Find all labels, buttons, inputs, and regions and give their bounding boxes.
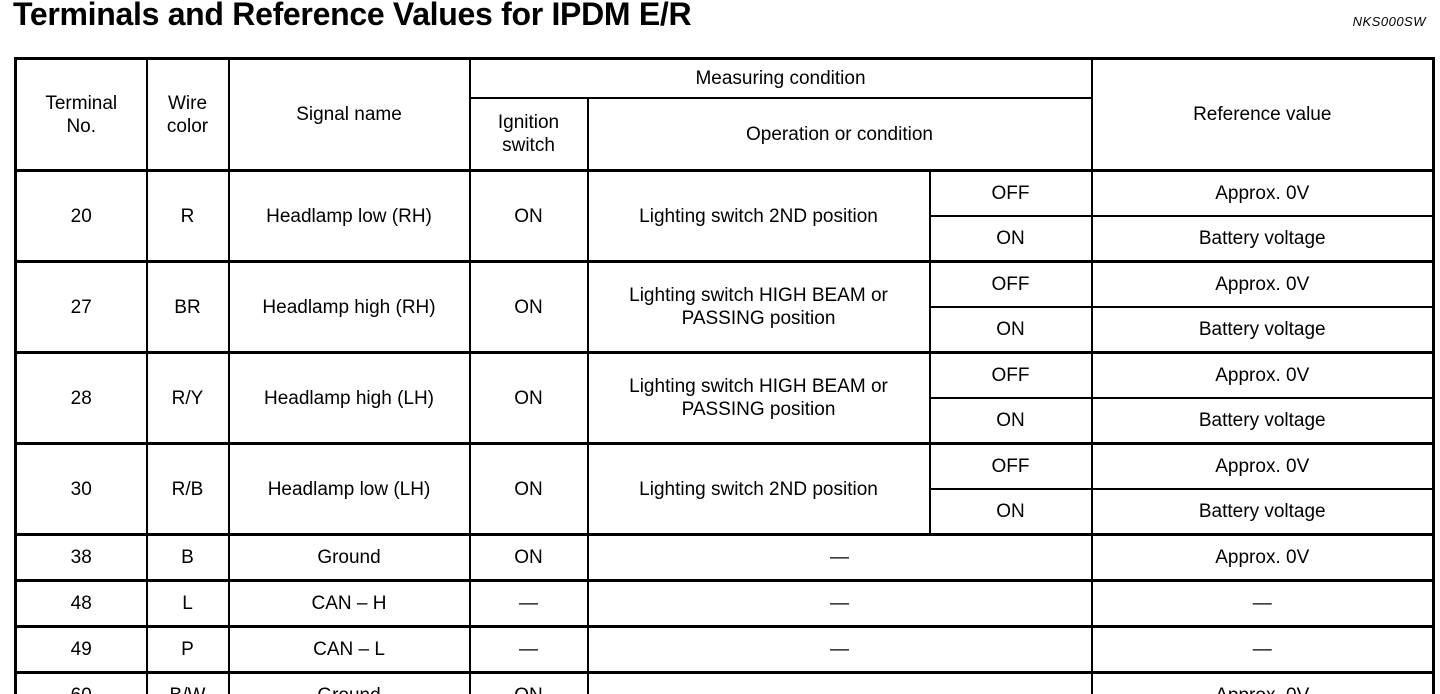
table-row: 38 B Ground ON — Approx. 0V	[14, 533, 1435, 582]
cell-wire-color: BR	[145, 260, 230, 354]
cell-reference-value: Approx. 0V	[1090, 442, 1435, 490]
cell-reference-value: Approx. 0V	[1090, 260, 1435, 308]
cell-signal-name: Headlamp high (RH)	[227, 260, 471, 354]
header-terminal-no: Terminal No.	[14, 57, 148, 172]
cell-switch-state: OFF	[928, 260, 1093, 308]
table-row: 48 L CAN – H — — —	[14, 579, 1435, 628]
cell-wire-color: P	[145, 625, 230, 674]
cell-wire-color: L	[145, 579, 230, 628]
cell-reference-value: Approx. 0V	[1090, 533, 1435, 582]
cell-wire-color: R	[145, 169, 230, 263]
cell-operation: —	[586, 625, 1093, 674]
cell-reference-value: —	[1090, 579, 1435, 628]
cell-reference-value: Battery voltage	[1090, 306, 1435, 354]
table-header-row-2: Ignition switch Operation or condition	[16, 97, 1434, 172]
cell-reference-value: Approx. 0V	[1090, 351, 1435, 399]
page-title: Terminals and Reference Values for IPDM …	[13, 0, 692, 32]
table-row: 27 BR Headlamp high (RH) ON Lighting swi…	[14, 260, 1435, 354]
cell-operation: —	[586, 671, 1093, 694]
cell-terminal-no: 38	[14, 533, 148, 582]
cell-wire-color: B/W	[145, 671, 230, 694]
cell-switch-state: ON	[928, 306, 1093, 354]
cell-terminal-no: 48	[14, 579, 148, 628]
cell-terminal-no: 30	[14, 442, 148, 536]
cell-switch-state: ON	[928, 397, 1093, 445]
table-subrow: ON Battery voltage	[16, 397, 1435, 445]
cell-reference-value: —	[1090, 625, 1435, 674]
cell-operation: Lighting switch HIGH BEAM or PASSING pos…	[586, 260, 931, 354]
cell-reference-value: Approx. 0V	[1090, 671, 1435, 694]
cell-terminal-no: 60	[14, 671, 148, 694]
doc-ref-code: NKS000SW	[1352, 14, 1426, 29]
header-signal-name: Signal name	[227, 57, 471, 172]
cell-wire-color: B	[145, 533, 230, 582]
cell-reference-value: Battery voltage	[1090, 397, 1435, 445]
cell-switch-state: ON	[928, 488, 1093, 536]
cell-signal-name: CAN – H	[227, 579, 471, 628]
table-subrow: ON Battery voltage	[16, 488, 1435, 536]
cell-switch-state: OFF	[928, 169, 1093, 217]
cell-operation: Lighting switch 2ND position	[586, 442, 931, 536]
cell-reference-value: Battery voltage	[1090, 488, 1435, 536]
header-operation-or-condition: Operation or condition	[586, 97, 1093, 172]
table-row: 60 B/W Ground ON — Approx. 0V	[14, 671, 1435, 694]
cell-terminal-no: 20	[14, 169, 148, 263]
cell-ignition-switch: ON	[468, 533, 589, 582]
cell-reference-value: Battery voltage	[1090, 215, 1435, 263]
table-row: 49 P CAN – L — — —	[14, 625, 1435, 674]
cell-signal-name: Headlamp low (RH)	[227, 169, 471, 263]
cell-operation: Lighting switch HIGH BEAM or PASSING pos…	[586, 351, 931, 445]
header-wire-color: Wire color	[145, 57, 230, 172]
cell-ignition-switch: ON	[468, 351, 589, 445]
cell-signal-name: Headlamp low (LH)	[227, 442, 471, 536]
header-reference-value: Reference value	[1090, 57, 1435, 172]
cell-signal-name: Headlamp high (LH)	[227, 351, 471, 445]
cell-terminal-no: 49	[14, 625, 148, 674]
cell-switch-state: OFF	[928, 442, 1093, 490]
cell-ignition-switch: ON	[468, 442, 589, 536]
cell-signal-name: CAN – L	[227, 625, 471, 674]
cell-ignition-switch: —	[468, 579, 589, 628]
cell-ignition-switch: ON	[468, 671, 589, 694]
table-row: 30 R/B Headlamp low (LH) ON Lighting swi…	[14, 442, 1435, 536]
header-ignition-switch: Ignition switch	[468, 97, 589, 172]
cell-wire-color: R/B	[145, 442, 230, 536]
terminals-table: Terminal No. Wire color Signal name Meas…	[14, 57, 1435, 694]
cell-operation: Lighting switch 2ND position	[586, 169, 931, 263]
table-row: 20 R Headlamp low (RH) ON Lighting switc…	[14, 169, 1435, 263]
table-subrow: ON Battery voltage	[16, 215, 1435, 263]
cell-signal-name: Ground	[227, 671, 471, 694]
header-measuring-condition: Measuring condition	[468, 57, 1093, 99]
cell-ignition-switch: —	[468, 625, 589, 674]
cell-terminal-no: 28	[14, 351, 148, 445]
cell-switch-state: OFF	[928, 351, 1093, 399]
cell-operation: —	[586, 579, 1093, 628]
cell-terminal-no: 27	[14, 260, 148, 354]
cell-ignition-switch: ON	[468, 260, 589, 354]
cell-switch-state: ON	[928, 215, 1093, 263]
table-subrow: ON Battery voltage	[16, 306, 1435, 354]
table-header-row-1: Terminal No. Wire color Signal name Meas…	[14, 57, 1435, 172]
cell-wire-color: R/Y	[145, 351, 230, 445]
cell-signal-name: Ground	[227, 533, 471, 582]
cell-ignition-switch: ON	[468, 169, 589, 263]
cell-reference-value: Approx. 0V	[1090, 169, 1435, 217]
table-row: 28 R/Y Headlamp high (LH) ON Lighting sw…	[14, 351, 1435, 445]
cell-operation: —	[586, 533, 1093, 582]
